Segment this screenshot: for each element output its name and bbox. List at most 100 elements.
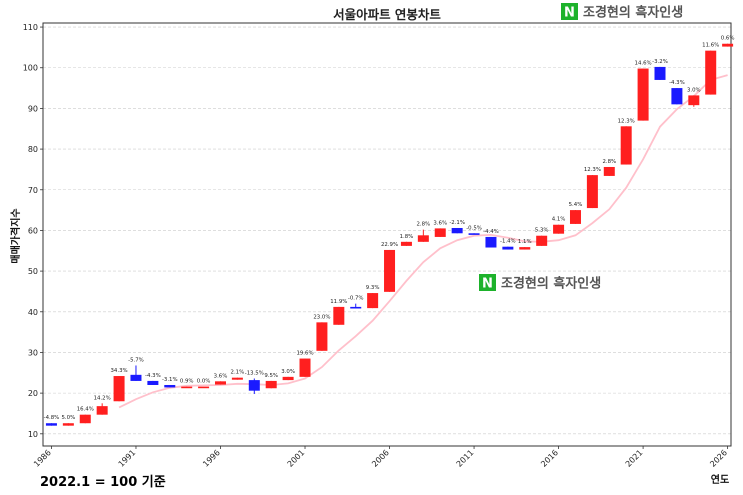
candle-body [248, 380, 260, 391]
y-tick-label: 10 [28, 430, 38, 439]
candle-change-label: 22.9% [381, 242, 398, 248]
candle-change-label: 5.0% [62, 415, 76, 421]
candle-body [316, 322, 328, 351]
candle-change-label: 3.0% [687, 87, 701, 93]
candle-change-label: 12.3% [618, 118, 635, 124]
candle-change-label: -4.8% [44, 415, 60, 421]
candle-change-label: 4.1% [552, 217, 566, 223]
watermark-logo [479, 274, 496, 291]
candle-change-label: -4.4% [483, 229, 499, 235]
candle-change-label: 14.2% [94, 395, 111, 401]
candle-body [654, 66, 666, 80]
candle-change-label: 11.9% [330, 299, 347, 305]
candle-body [299, 358, 311, 377]
watermark-logo-letter: N [564, 6, 575, 21]
y-tick-label: 30 [28, 348, 38, 357]
candle-change-label: 5.4% [569, 202, 583, 208]
candle-change-label: 9.5% [264, 373, 278, 379]
candle-body [502, 246, 514, 250]
candle-change-label: -4.3% [145, 373, 161, 379]
candle-change-label: 3.0% [281, 369, 295, 375]
candle-body [637, 68, 649, 121]
candle-body [367, 293, 379, 309]
footnote: 2022.1 = 100 기준 [40, 475, 166, 490]
candle-body [130, 374, 142, 381]
candle-body [113, 376, 125, 402]
candle-body [400, 241, 412, 246]
candle-change-label: 2.8% [416, 222, 430, 228]
candle-change-label: -0.7% [348, 296, 364, 302]
candle-body [569, 210, 581, 224]
candle-change-label: -3.1% [162, 377, 178, 383]
plot-frame [42, 22, 732, 447]
candle-body [198, 386, 210, 389]
y-tick-label: 70 [28, 186, 38, 195]
x-axis-label: 연도 [711, 473, 729, 486]
candle-change-label: -0.5% [466, 225, 482, 231]
candle-body [417, 235, 429, 242]
watermark-text: 조경현의 흑자인생 [501, 276, 601, 292]
candle-change-label: -13.5% [245, 370, 264, 376]
candles [45, 43, 734, 426]
candle-body [451, 227, 463, 234]
watermark-logo-letter: N [482, 277, 493, 292]
candle-change-label: 23.0% [313, 314, 330, 320]
watermark-text: 조경현의 흑자인생 [583, 5, 683, 21]
candle-body [620, 126, 632, 165]
y-tick-label: 100 [23, 64, 38, 73]
candle-body [586, 175, 598, 209]
candle-change-label: 0.9% [180, 379, 194, 385]
y-tick-label: 50 [28, 267, 38, 276]
candle-body [282, 376, 294, 381]
candle-body [688, 95, 700, 106]
y-tick-label: 90 [28, 104, 38, 113]
change-labels: -4.8% 5.0%16.4%14.2%34.3%-5.7%-4.3%-3.1% 0… [44, 36, 735, 421]
candle-change-label: 3.6% [214, 373, 228, 379]
candle-change-label: 34.3% [111, 368, 128, 374]
candle-body [434, 228, 446, 237]
candle-body [485, 236, 497, 248]
candle-body [62, 423, 74, 426]
candle-change-label: -3.2% [652, 59, 668, 65]
candle-change-label: 1.1% [518, 239, 532, 245]
candle-body [333, 306, 345, 325]
candle-change-label: 5.3% [535, 228, 549, 234]
candle-body [181, 386, 193, 389]
watermark-center: N 조경현의 흑자인생 [479, 274, 601, 292]
y-tick-label: 80 [28, 145, 38, 154]
candle-change-label: 2.1% [231, 370, 245, 376]
candle-body [705, 50, 717, 95]
candle-change-label: 0.0% [197, 379, 211, 385]
candle-change-label: 16.4% [77, 407, 94, 413]
candle-change-label: 19.6% [296, 351, 313, 357]
candle-change-label: 3.6% [433, 220, 447, 226]
candle-change-label: 0.6% [721, 36, 735, 42]
candle-body [519, 247, 531, 250]
y-tick-label: 40 [28, 308, 38, 317]
y-tick-label: 110 [23, 23, 38, 32]
y-tick-label: 60 [28, 226, 38, 235]
candle-change-label: -4.3% [669, 80, 685, 86]
candle-change-label: 14.6% [635, 61, 652, 67]
candle-body [350, 306, 362, 309]
candle-change-label: 2.8% [602, 159, 616, 165]
candle-body [603, 166, 615, 176]
candle-body [96, 406, 108, 415]
candle-body [671, 88, 683, 105]
candle-change-label: -1.4% [500, 239, 516, 245]
candle-change-label: -5.7% [128, 357, 144, 363]
candle-body [147, 380, 159, 385]
candle-body [231, 377, 243, 380]
candle-body [164, 384, 176, 388]
candle-body [265, 380, 277, 389]
candle-body [553, 224, 565, 234]
candle-body [384, 249, 396, 292]
candle-change-label: 1.8% [400, 234, 414, 240]
watermark-logo [561, 3, 578, 20]
candle-change-label: 9.3% [366, 285, 380, 291]
candle-body [45, 423, 57, 426]
candle-body [214, 381, 226, 385]
candle-body [79, 414, 91, 424]
candle-change-label: 11.6% [702, 43, 719, 49]
